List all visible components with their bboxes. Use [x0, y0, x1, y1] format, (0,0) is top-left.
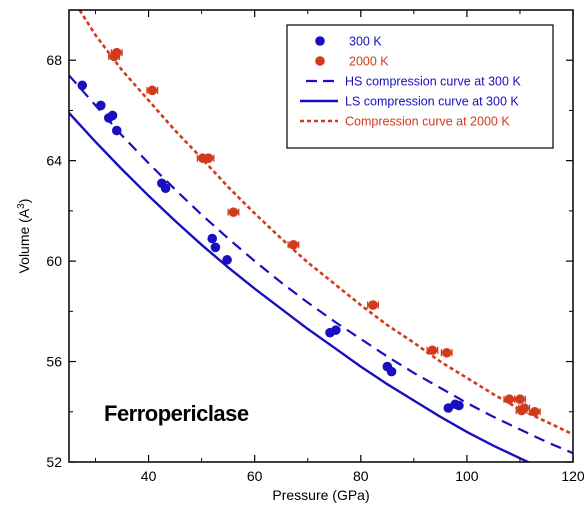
2000-k-point — [504, 394, 515, 405]
2000-k-point — [441, 347, 452, 358]
300-k-point — [331, 325, 341, 335]
2000-k-point — [368, 300, 378, 310]
300-k-point — [222, 255, 232, 265]
y-axis-title: Volume (A3) — [16, 199, 33, 274]
legend-label: Compression curve at 2000 K — [345, 115, 510, 129]
x-tick-label: 120 — [561, 468, 585, 484]
2000-k-point — [288, 239, 299, 250]
legend: 300 K 2000 K HS compression curve at 300 K… — [286, 24, 554, 149]
300-k-point — [160, 183, 171, 194]
legend-label: HS compression curve at 300 K — [345, 75, 521, 89]
x-tick-label: 80 — [353, 468, 369, 484]
2000-k-point — [530, 406, 540, 417]
compression-curve-at-2000-k-line — [78, 10, 573, 436]
300-k-point — [77, 80, 88, 91]
y-tick-label: 56 — [46, 354, 62, 370]
2000-k-point — [203, 153, 214, 163]
ferropericlase-annotation: Ferropericlase — [104, 401, 249, 426]
legend-marker — [315, 56, 325, 66]
x-tick-label: 60 — [247, 468, 263, 484]
2000-k-point — [515, 394, 525, 405]
x-tick-label: 100 — [455, 468, 479, 484]
legend-box — [286, 24, 554, 149]
legend-label: 2000 K — [349, 55, 389, 69]
legend-marker — [315, 36, 325, 46]
300-k-point — [207, 233, 218, 244]
300-k-point — [96, 100, 106, 111]
2000-k-point — [427, 345, 438, 356]
x-tick-label: 40 — [141, 468, 157, 484]
y-tick-label: 68 — [46, 52, 62, 68]
300-k-point — [454, 400, 464, 411]
ls-compression-curve-at-300-k-line — [69, 112, 531, 462]
300-k-point — [386, 366, 397, 377]
2000-k-point — [147, 85, 158, 96]
legend-label: 300 K — [349, 35, 382, 49]
2000-k-point — [111, 47, 122, 58]
2000-k-point — [519, 403, 529, 413]
y-tick-label: 60 — [46, 253, 62, 269]
legend-label: LS compression curve at 300 K — [345, 95, 519, 109]
300-k-point — [107, 110, 118, 121]
300-k-point — [210, 242, 221, 253]
2000-k-point — [228, 207, 239, 217]
x-axis-title: Pressure (GPa) — [272, 487, 369, 503]
y-tick-label: 52 — [46, 454, 62, 470]
hs-compression-curve-at-300-k-line — [69, 74, 573, 455]
300-k-point — [111, 125, 122, 136]
y-tick-label: 64 — [46, 153, 62, 169]
plot-frame — [68, 9, 574, 463]
